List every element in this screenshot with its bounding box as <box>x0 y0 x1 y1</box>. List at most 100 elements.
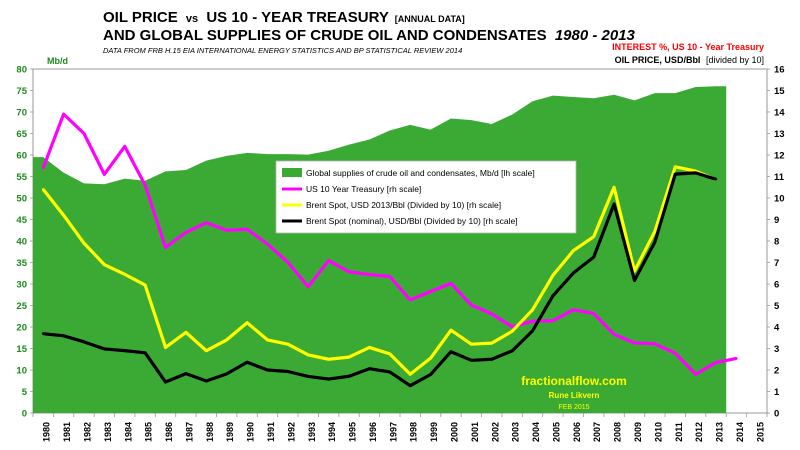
brent-real-point <box>388 352 392 356</box>
brent-real-point <box>123 273 127 276</box>
brent-real-point <box>306 353 310 357</box>
left-axis-tick-label: 10 <box>16 366 27 377</box>
brent-real-point <box>572 249 575 252</box>
left-axis-tick-label: 40 <box>16 237 27 248</box>
treasury-point <box>103 173 106 176</box>
treasury-point <box>205 221 208 225</box>
x-axis-tick-label: 2009 <box>633 422 643 442</box>
x-axis-tick-label: 1992 <box>286 422 296 442</box>
left-axis-tick-label: 0 <box>22 409 27 420</box>
brent-nominal-point <box>490 357 494 361</box>
right-axis-tick-label: 5 <box>774 301 780 312</box>
left-axis-tick-label: 5 <box>22 387 28 398</box>
right-axis-label-oil: OIL PRICE, USD/Bbl [divided by 10] <box>615 55 764 65</box>
brent-real-point <box>245 321 249 325</box>
treasury-point <box>286 260 290 264</box>
x-axis-tick-label: 2015 <box>755 422 765 442</box>
treasury-point <box>408 298 412 302</box>
x-axis-tick-label: 2010 <box>653 422 663 442</box>
brent-nominal-point <box>123 349 127 352</box>
brent-nominal-point <box>388 370 392 374</box>
x-axis-tick-label: 1985 <box>144 422 154 442</box>
x-axis-tick-label: 1990 <box>246 422 256 442</box>
brent-nominal-point <box>164 380 167 384</box>
right-axis-tick-label: 7 <box>774 258 779 269</box>
title-vs: vs <box>186 13 198 25</box>
brent-nominal-point <box>510 349 514 353</box>
treasury-point <box>735 357 738 360</box>
brent-nominal-point <box>694 171 697 175</box>
treasury-point <box>184 231 188 234</box>
treasury-point <box>143 183 147 187</box>
legend-label-brent-real: Brent Spot, USD 2013/Bbl (Divided by 10)… <box>306 200 501 210</box>
x-axis-tick-label: 2012 <box>694 422 704 442</box>
right-axis-tick-label: 0 <box>774 409 779 420</box>
x-axis-tick-label: 1997 <box>388 422 398 442</box>
brent-real-point <box>429 356 432 360</box>
x-axis-tick-label: 1994 <box>327 422 337 442</box>
brent-nominal-point <box>429 373 432 376</box>
x-axis-tick-label: 2014 <box>735 422 745 442</box>
brent-nominal-point <box>551 294 555 298</box>
treasury-point <box>694 373 697 376</box>
treasury-point <box>490 312 494 316</box>
x-axis-tick-label: 1995 <box>348 422 358 442</box>
x-axis-tick-label: 2013 <box>715 422 725 442</box>
left-axis-tick-label: 30 <box>16 280 27 291</box>
brent-nominal-point <box>103 347 106 351</box>
treasury-point <box>123 145 127 148</box>
x-axis-tick-label: 1988 <box>205 422 215 442</box>
legend-label-brent-nominal: Brent Spot (nominal), USD/Bbl (Divided b… <box>306 216 518 226</box>
brent-real-line <box>41 165 717 376</box>
brent-nominal-point <box>266 368 269 372</box>
right-axis-tick-label: 3 <box>774 344 779 355</box>
treasury-point <box>551 319 555 323</box>
brent-nominal-point <box>205 379 208 383</box>
right-axis-tick-label: 8 <box>774 237 779 248</box>
legend-label-treasury: US 10 Year Treasury [rh scale] <box>306 184 421 194</box>
title-treasury: US 10 - YEAR TREASURY <box>206 9 389 26</box>
left-axis-tick-label: 50 <box>16 194 27 205</box>
right-axis-tick-label: 2 <box>774 366 779 377</box>
oil-price-label: OIL PRICE, USD/Bbl <box>615 55 701 65</box>
x-axis-tick-label: 1980 <box>42 422 52 442</box>
brent-real-point <box>62 213 65 217</box>
treasury-point <box>225 228 228 232</box>
x-axis-tick-label: 2002 <box>490 422 500 442</box>
right-axis-tick-label: 16 <box>774 65 785 76</box>
brent-real-point <box>41 188 45 191</box>
brent-real-point <box>205 349 208 352</box>
brent-real-point <box>286 342 290 346</box>
brent-nominal-point <box>449 350 453 354</box>
treasury-point <box>429 290 432 293</box>
brent-nominal-line <box>43 171 717 388</box>
treasury-point <box>388 275 392 278</box>
brent-real-point <box>164 346 167 349</box>
brent-real-point <box>408 373 412 376</box>
brent-nominal-point <box>673 172 677 176</box>
treasury-point <box>531 319 534 323</box>
brent-real-point <box>266 338 269 342</box>
brent-real-point <box>531 308 534 312</box>
brent-real-point <box>347 355 351 359</box>
x-axis-tick-label: 2008 <box>613 422 623 442</box>
x-axis-tick-label: 1993 <box>307 422 317 442</box>
brent-nominal-point <box>62 334 65 338</box>
right-axis-tick-label: 10 <box>774 194 785 205</box>
treasury-point <box>470 303 473 307</box>
brent-nominal-point <box>368 367 371 371</box>
brent-real-point <box>673 165 677 169</box>
treasury-point <box>306 285 310 289</box>
right-axis-tick-label: 9 <box>774 215 779 226</box>
right-axis-tick-label: 6 <box>774 280 779 291</box>
left-axis-tick-label: 55 <box>16 172 27 183</box>
x-axis-tick-label: 1989 <box>225 422 235 442</box>
brent-nominal-point <box>306 375 310 378</box>
x-axis-tick-label: 2004 <box>531 422 541 442</box>
left-axis-unit: Mb/d <box>47 56 68 66</box>
brent-nominal-point <box>714 177 718 181</box>
left-axis-tick-label: 65 <box>16 129 27 140</box>
brent-real-point <box>103 263 106 266</box>
brent-real-point <box>551 274 555 277</box>
left-axis-tick-label: 75 <box>16 86 27 97</box>
